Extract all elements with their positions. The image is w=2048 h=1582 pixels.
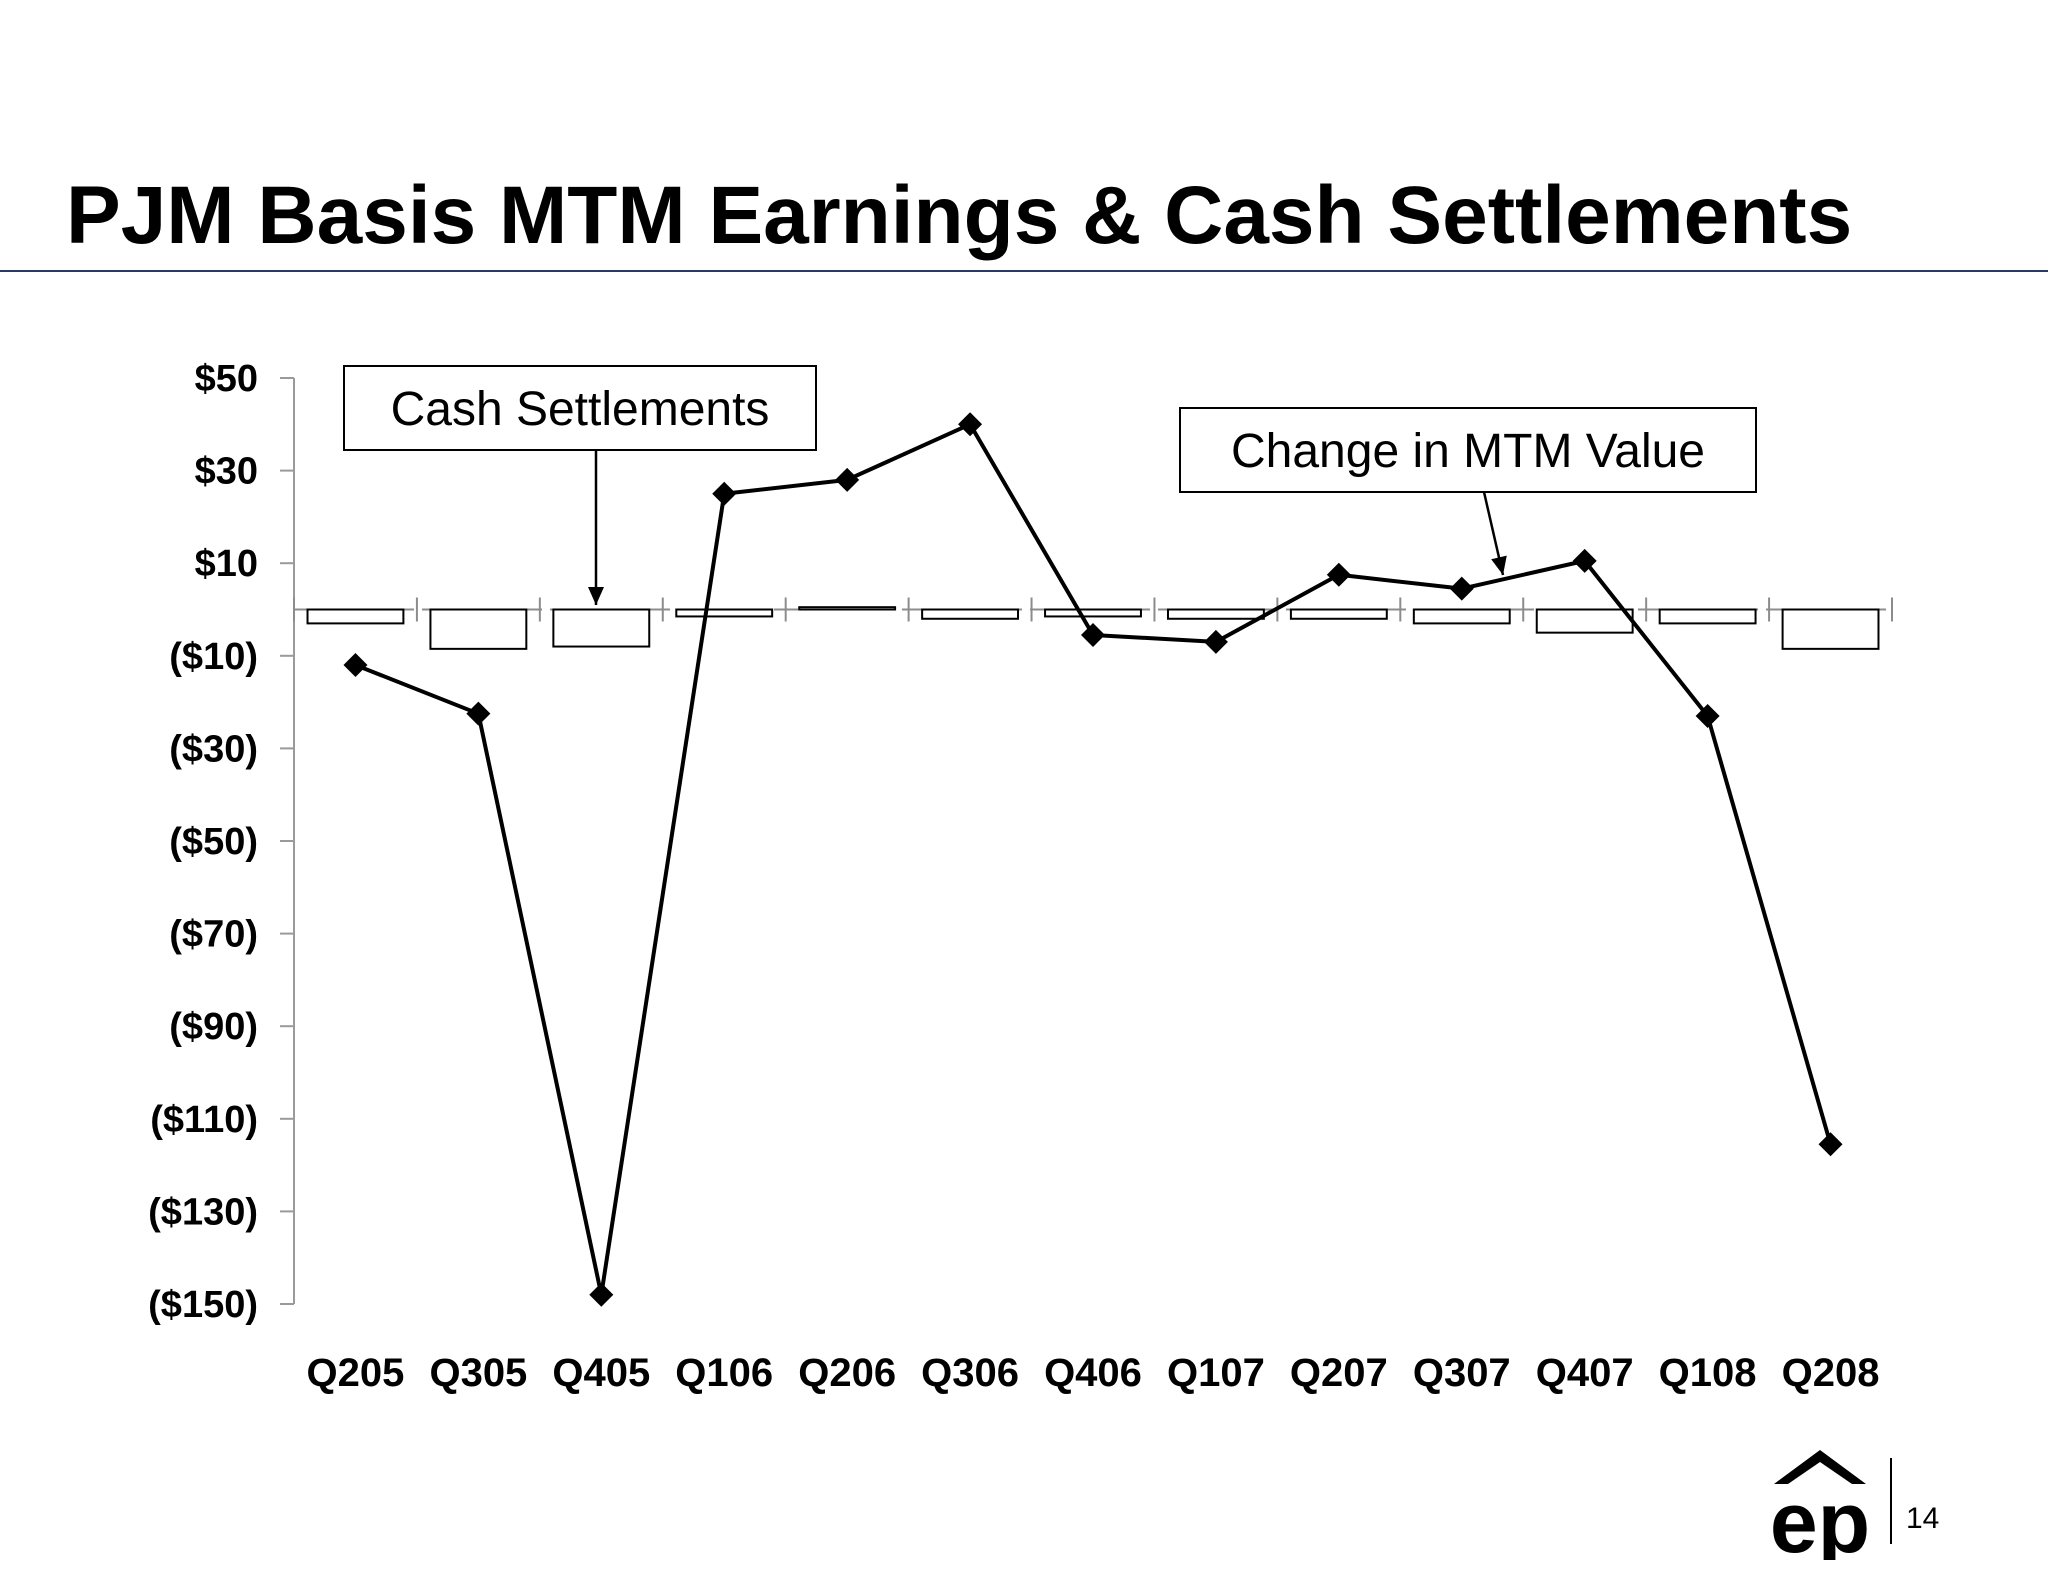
y-tick-label: ($10)	[169, 636, 258, 678]
x-tick-label: Q407	[1536, 1351, 1634, 1395]
x-tick-label: Q405	[552, 1351, 650, 1395]
y-tick-label: $10	[195, 543, 258, 585]
cash-settlement-bar	[1289, 608, 1388, 620]
mtm-data-point	[1326, 562, 1351, 587]
x-tick-label: Q207	[1290, 1351, 1388, 1395]
cash-settlements-callout-arrowhead	[588, 587, 604, 605]
mtm-change-callout-box	[1179, 407, 1757, 493]
mtm-data-point	[1572, 548, 1597, 573]
y-tick-label: $30	[195, 451, 258, 493]
cash-settlement-bar	[1412, 608, 1511, 625]
cash-settlements-callout-label: Cash Settlements	[391, 383, 770, 436]
page-number: 14	[1906, 1502, 1940, 1535]
y-tick-label: ($130)	[148, 1191, 258, 1233]
mtm-data-point	[589, 1282, 614, 1307]
ep-logo-icon: ep	[1770, 1450, 1870, 1560]
cash-settlement-bar	[1658, 608, 1757, 625]
cash-settlement-bar	[306, 608, 405, 625]
callouts: Cash Settlements Change in MTM Value	[343, 365, 1757, 605]
mtm-data-point	[466, 701, 491, 726]
y-tick-label: ($70)	[169, 914, 258, 956]
mtm-data-point	[1818, 1132, 1843, 1157]
mtm-change-line	[343, 412, 1843, 1307]
mtm-data-point	[1081, 622, 1105, 647]
mtm-data-point	[343, 653, 368, 678]
y-tick-label: $50	[195, 358, 258, 400]
x-tick-label: Q108	[1659, 1351, 1757, 1395]
mtm-data-point	[958, 412, 983, 437]
x-tick-label: Q208	[1782, 1351, 1880, 1395]
x-axis-labels: Q205 Q305 Q405 Q106 Q206 Q306 Q406 Q107 Q207 Q307…	[307, 1351, 1880, 1395]
y-tick-label: ($30)	[169, 728, 258, 770]
cash-settlement-bar	[921, 608, 1020, 620]
y-axis: $50 $30 $10 ($10) ($30) ($50) ($70) ($90) ($110)…	[148, 358, 295, 1326]
mtm-data-point	[1449, 576, 1474, 601]
x-tick-label: Q307	[1413, 1351, 1511, 1395]
title-underline	[0, 270, 2048, 272]
logo-text: ep	[1770, 1475, 1870, 1560]
y-tick-label: ($90)	[169, 1006, 258, 1048]
cash-settlements-callout-box	[343, 365, 817, 451]
mtm-data-point	[1695, 703, 1720, 728]
cash-settlement-bar	[798, 606, 897, 611]
mtm-line-path	[354, 422, 1833, 1297]
cash-settlement-bar	[1166, 608, 1265, 620]
mtm-data-point	[1203, 629, 1228, 654]
y-tick-label: ($50)	[169, 821, 258, 863]
cash-settlement-bar	[429, 608, 528, 650]
cash-settlement-bars	[306, 606, 1880, 650]
cash-settlement-bar	[1781, 608, 1880, 650]
y-tick-label: ($150)	[148, 1284, 258, 1326]
x-tick-label: Q205	[307, 1351, 405, 1395]
y-tick-label: ($110)	[150, 1099, 258, 1141]
logo-divider	[1890, 1458, 1892, 1544]
x-tick-label: Q106	[675, 1351, 773, 1395]
x-tick-label: Q305	[429, 1351, 527, 1395]
mtm-change-callout-label: Change in MTM Value	[1231, 425, 1705, 478]
cash-settlement-bar	[1535, 608, 1634, 634]
x-tick-label: Q107	[1167, 1351, 1265, 1395]
mtm-data-point	[712, 481, 737, 506]
x-tick-label: Q206	[798, 1351, 896, 1395]
slide-title: PJM Basis MTM Earnings & Cash Settlement…	[66, 170, 1853, 261]
cash-settlement-bar	[675, 608, 774, 618]
cash-settlement-bar	[552, 608, 651, 648]
mtm-change-callout-arrowhead	[1491, 555, 1507, 575]
mtm-data-point	[835, 467, 860, 492]
cash-settlement-bar	[1044, 608, 1142, 618]
x-tick-label: Q306	[921, 1351, 1019, 1395]
x-tick-label: Q406	[1044, 1351, 1142, 1395]
